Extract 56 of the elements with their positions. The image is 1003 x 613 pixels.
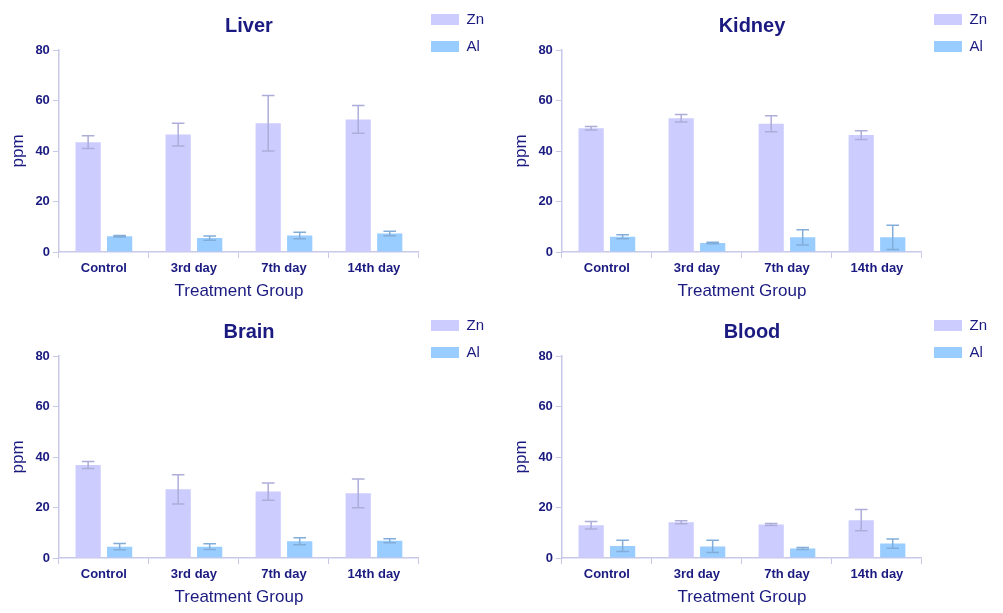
x-tick-label: 3rd day	[673, 260, 721, 276]
x-axis-title: Treatment Group	[174, 587, 304, 607]
x-axis-title: Treatment Group	[677, 587, 807, 607]
y-tick-label: 80	[35, 41, 50, 57]
y-tick-label: 0	[42, 243, 50, 259]
chart-title: Blood	[723, 319, 781, 342]
x-tick-label: 14th day	[347, 260, 402, 276]
y-tick-label: 60	[35, 398, 50, 414]
x-tick-label: Control	[80, 260, 127, 276]
x-tick-label: 7th day	[261, 566, 308, 582]
x-tick-label: 3rd day	[170, 260, 218, 276]
y-tick-label: 0	[42, 549, 50, 565]
legend-label: Al	[969, 36, 983, 54]
y-tick-label: 80	[538, 41, 553, 57]
x-axis-title: Treatment Group	[174, 281, 304, 301]
x-tick-label: 3rd day	[673, 566, 721, 582]
y-tick-label: 0	[545, 243, 553, 259]
y-tick-label: 20	[538, 193, 553, 209]
y-tick-label: 40	[538, 448, 553, 464]
y-tick-label: 20	[35, 499, 50, 515]
y-axis-title: ppm	[7, 440, 27, 474]
y-axis-title: ppm	[7, 134, 27, 168]
y-tick-label: 20	[35, 193, 50, 209]
x-tick-label: 14th day	[347, 566, 402, 582]
legend-label: Zn	[969, 9, 988, 27]
legend-label: Zn	[969, 315, 988, 333]
x-tick-label: 14th day	[850, 566, 905, 582]
legend-label: Al	[466, 36, 480, 54]
y-tick-label: 80	[35, 347, 50, 363]
x-axis-title: Treatment Group	[677, 281, 807, 301]
chart-title: Brain	[223, 319, 275, 342]
x-tick-label: 7th day	[764, 566, 811, 582]
x-tick-label: 3rd day	[170, 566, 218, 582]
x-tick-label: 7th day	[261, 260, 308, 276]
y-tick-label: 40	[35, 142, 50, 158]
y-tick-label: 60	[35, 92, 50, 108]
x-tick-label: Control	[583, 566, 630, 582]
y-tick-label: 0	[545, 549, 553, 565]
y-axis-title: ppm	[510, 440, 530, 474]
x-tick-label: Control	[80, 566, 127, 582]
y-tick-label: 60	[538, 92, 553, 108]
x-tick-label: 7th day	[764, 260, 811, 276]
legend-label: Al	[466, 342, 480, 360]
y-axis-title: ppm	[510, 134, 530, 168]
legend-label: Zn	[466, 315, 485, 333]
y-tick-label: 40	[538, 142, 553, 158]
legend-label: Al	[969, 342, 983, 360]
x-tick-label: 14th day	[850, 260, 905, 276]
chart-title: Kidney	[718, 13, 787, 36]
legend-label: Zn	[466, 9, 485, 27]
y-tick-label: 40	[35, 448, 50, 464]
y-tick-label: 80	[538, 347, 553, 363]
y-tick-label: 60	[538, 398, 553, 414]
chart-title: Liver	[225, 13, 274, 36]
y-tick-label: 20	[538, 499, 553, 515]
x-tick-label: Control	[583, 260, 630, 276]
